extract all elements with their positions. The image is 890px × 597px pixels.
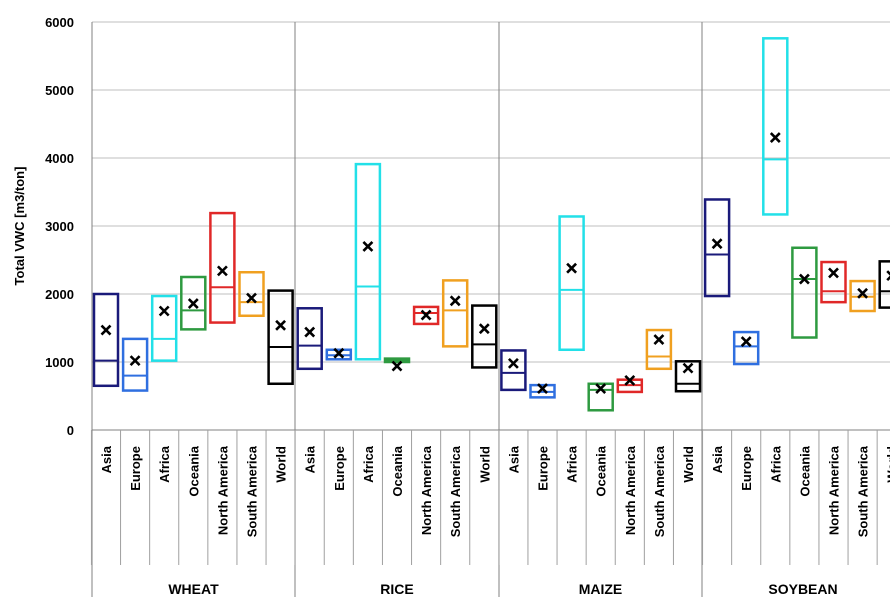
box-rice-south-america	[441, 279, 469, 348]
label-layer: 0 1000 2000 3000 4000 5000 6000 Asia Europe Afric…	[45, 15, 890, 597]
mean-marker	[100, 324, 112, 336]
axis-layer	[90, 22, 890, 597]
mean-marker	[304, 326, 316, 338]
x-tick-label: Oceania	[186, 445, 201, 496]
group-label-maize: MAIZE	[579, 581, 623, 597]
x-tick-label: Europe	[536, 446, 551, 491]
mean-marker	[624, 374, 636, 386]
mean-marker	[246, 292, 257, 304]
x-tick-label: World	[477, 446, 492, 483]
mean-marker	[537, 383, 548, 394]
mean-marker	[682, 362, 694, 374]
mean-marker	[275, 319, 287, 331]
x-tick-label: World	[274, 446, 289, 483]
box-maize-world	[674, 360, 702, 393]
x-tick-label: Africa	[361, 445, 376, 483]
box-soybean-africa	[762, 37, 789, 216]
y-tick-label: 1000	[45, 355, 74, 370]
y-tick-label: 3000	[45, 219, 74, 234]
x-tick-label: Asia	[506, 445, 521, 473]
box-maize-south-america	[645, 328, 673, 371]
x-tick-label: Oceania	[594, 445, 609, 496]
mean-marker	[798, 273, 810, 285]
mean-marker	[129, 355, 141, 367]
group-label-rice: RICE	[380, 581, 413, 597]
box-maize-oceania	[587, 382, 614, 412]
mean-marker	[507, 357, 519, 369]
box-maize-asia	[500, 349, 527, 392]
mean-marker	[362, 240, 374, 252]
mean-marker	[711, 238, 723, 250]
box-wheat-world	[267, 289, 294, 386]
x-tick-label: South America	[448, 445, 463, 537]
mean-marker	[566, 262, 578, 274]
box-soybean-europe	[732, 330, 760, 366]
box-wheat-north-america	[209, 211, 236, 324]
x-tick-label: Oceania	[797, 445, 812, 496]
group-label-soybean: SOYBEAN	[768, 581, 837, 597]
x-tick-label: Europe	[332, 446, 347, 491]
y-tick-label: 4000	[45, 151, 74, 166]
box-soybean-oceania	[791, 246, 818, 339]
box-rice-asia	[296, 307, 323, 371]
x-tick-label: Oceania	[390, 445, 405, 496]
mean-marker	[769, 132, 781, 144]
box-soybean-world	[878, 260, 890, 309]
y-axis-title: Total VWC [m3/ton]	[12, 167, 27, 286]
x-tick-label: South America	[856, 445, 871, 537]
box-maize-africa	[558, 215, 585, 352]
mean-marker	[449, 295, 461, 307]
mean-marker	[216, 265, 228, 277]
mean-marker	[740, 336, 752, 348]
y-tick-label: 2000	[45, 287, 74, 302]
x-tick-label: World	[885, 446, 890, 483]
mean-marker	[391, 360, 403, 372]
box-layer	[92, 37, 890, 412]
box-soybean-asia	[703, 198, 731, 298]
grid-layer	[92, 21, 890, 431]
x-tick-label: North America	[623, 445, 638, 535]
x-tick-label: Europe	[128, 446, 143, 491]
x-tick-label: Africa	[768, 445, 783, 483]
x-tick-label: South America	[245, 445, 260, 537]
x-tick-label: North America	[419, 445, 434, 535]
x-tick-label: South America	[652, 445, 667, 537]
box-wheat-europe	[121, 337, 149, 392]
box-wheat-south-america	[238, 270, 265, 318]
y-tick-label: 6000	[45, 15, 74, 30]
x-tick-label: Africa	[157, 445, 172, 483]
x-tick-label: Asia	[303, 445, 318, 473]
x-tick-label: Asia	[710, 445, 725, 473]
box-wheat-asia	[92, 292, 120, 388]
box-rice-north-america	[412, 305, 440, 326]
box-wheat-oceania	[180, 275, 207, 331]
x-tick-label: World	[681, 446, 696, 483]
y-tick-label: 5000	[45, 83, 74, 98]
box-soybean-north-america	[820, 260, 847, 304]
x-tick-label: Africa	[565, 445, 580, 483]
group-label-wheat: WHEAT	[168, 581, 219, 597]
x-tick-label: Asia	[99, 445, 114, 473]
mean-marker	[828, 267, 839, 279]
mean-marker	[886, 270, 890, 282]
mean-marker	[595, 383, 607, 394]
box-wheat-africa	[150, 294, 178, 362]
mean-marker	[187, 298, 199, 309]
mean-marker	[333, 347, 345, 359]
mean-marker	[420, 309, 432, 321]
mean-marker	[158, 305, 170, 317]
x-tick-label: Europe	[739, 446, 754, 491]
y-tick-label: 0	[67, 423, 74, 438]
box-rice-africa	[354, 162, 382, 361]
mean-marker	[478, 323, 490, 335]
mean-marker	[653, 334, 665, 345]
mean-marker	[857, 287, 869, 299]
x-tick-label: North America	[827, 445, 842, 535]
box-rice-world	[471, 304, 498, 369]
x-tick-label: North America	[215, 445, 230, 535]
